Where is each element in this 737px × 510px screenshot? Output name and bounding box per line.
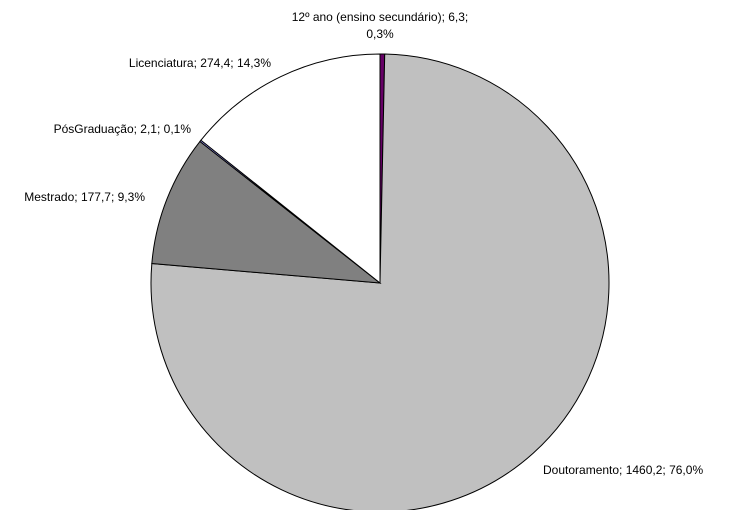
pie-label-12-ano-ensino-secundario-line-2: 0,3%	[366, 27, 394, 41]
pie-label-licenciatura: Licenciatura; 274,4; 14,3%	[129, 56, 271, 70]
pie-slice-licenciatura	[200, 53, 381, 285]
pie-labels: 12º ano (ensino secundário); 6,3; 0,3% Dou…	[24, 10, 703, 477]
pie-label-12-ano-ensino-secundario-line-1: 12º ano (ensino secundário); 6,3;	[292, 10, 469, 24]
pie-slice-mestrado	[151, 140, 382, 284]
pie-label-posgraduacao: PósGraduação; 2,1; 0,1%	[54, 122, 192, 136]
pie-label-doutoramento: Doutoramento; 1460,2; 76,0%	[543, 463, 703, 477]
pie-label-mestrado: Mestrado; 177,7; 9,3%	[24, 190, 145, 204]
pie-slices	[150, 53, 610, 510]
